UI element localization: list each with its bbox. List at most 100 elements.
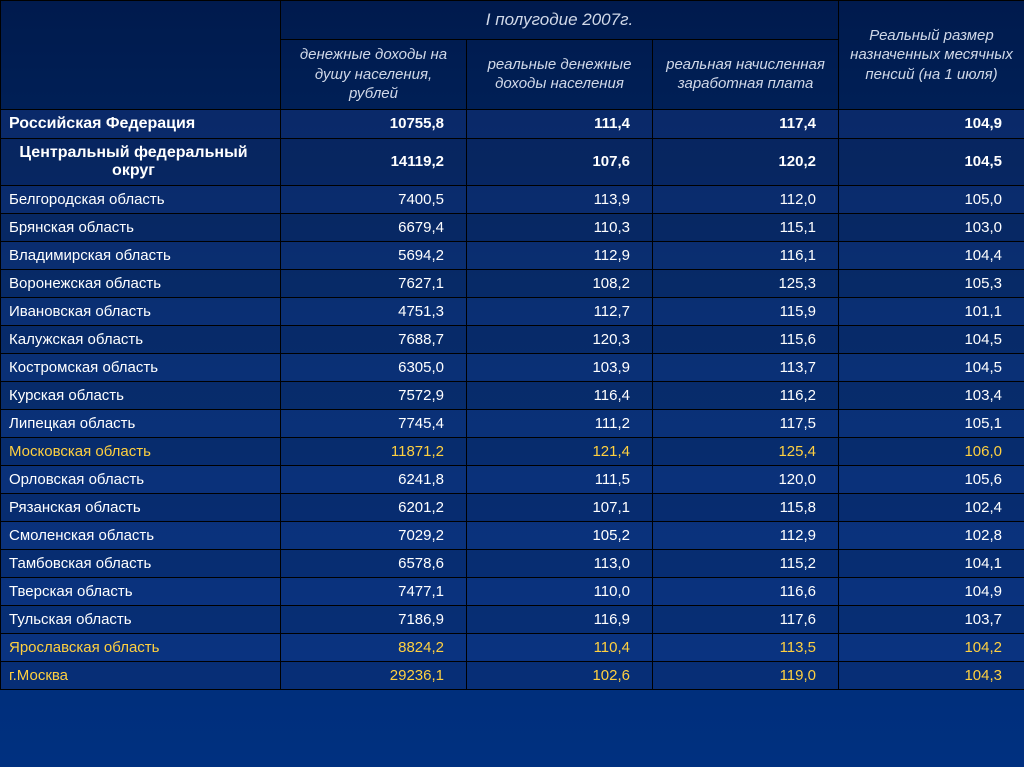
region-label: Московская область <box>1 437 281 465</box>
income-percapita: 14119,2 <box>281 138 467 185</box>
real-wage: 116,1 <box>653 241 839 269</box>
header-pension: Реальный размер назначенных месячных пен… <box>839 1 1024 110</box>
header-blank <box>1 1 281 110</box>
pension: 104,3 <box>839 661 1024 689</box>
real-wage: 120,2 <box>653 138 839 185</box>
real-wage: 125,4 <box>653 437 839 465</box>
pension: 104,9 <box>839 109 1024 138</box>
region-label: г.Москва <box>1 661 281 689</box>
real-wage: 116,6 <box>653 577 839 605</box>
real-income: 111,2 <box>467 409 653 437</box>
real-income: 111,5 <box>467 465 653 493</box>
income-percapita: 29236,1 <box>281 661 467 689</box>
pension: 102,4 <box>839 493 1024 521</box>
income-percapita: 6305,0 <box>281 353 467 381</box>
region-label: Брянская область <box>1 213 281 241</box>
region-label: Костромская область <box>1 353 281 381</box>
region-label: Тверская область <box>1 577 281 605</box>
pension: 105,1 <box>839 409 1024 437</box>
income-percapita: 6679,4 <box>281 213 467 241</box>
region-label: Липецкая область <box>1 409 281 437</box>
income-percapita: 11871,2 <box>281 437 467 465</box>
real-wage: 115,1 <box>653 213 839 241</box>
region-label: Курская область <box>1 381 281 409</box>
table-row: Смоленская область7029,2105,2112,9102,8 <box>1 521 1024 549</box>
table-row: Калужская область7688,7120,3115,6104,5 <box>1 325 1024 353</box>
header-real-wage: реальная начисленная заработная плата <box>653 40 839 110</box>
real-income: 110,4 <box>467 633 653 661</box>
real-income: 107,1 <box>467 493 653 521</box>
real-wage: 113,7 <box>653 353 839 381</box>
real-income: 110,3 <box>467 213 653 241</box>
table-row: Центральный федеральный округ14119,2107,… <box>1 138 1024 185</box>
real-income: 112,9 <box>467 241 653 269</box>
real-income: 113,0 <box>467 549 653 577</box>
region-label: Смоленская область <box>1 521 281 549</box>
region-label: Рязанская область <box>1 493 281 521</box>
region-label: Орловская область <box>1 465 281 493</box>
real-income: 120,3 <box>467 325 653 353</box>
real-wage: 115,2 <box>653 549 839 577</box>
income-percapita: 7627,1 <box>281 269 467 297</box>
income-percapita: 7572,9 <box>281 381 467 409</box>
real-wage: 113,5 <box>653 633 839 661</box>
real-wage: 119,0 <box>653 661 839 689</box>
real-wage: 117,4 <box>653 109 839 138</box>
table-body: Российская Федерация10755,8111,4117,4104… <box>1 109 1024 689</box>
pension: 103,7 <box>839 605 1024 633</box>
real-wage: 120,0 <box>653 465 839 493</box>
table-row: Ярославская область8824,2110,4113,5104,2 <box>1 633 1024 661</box>
pension: 104,5 <box>839 353 1024 381</box>
table-row: г.Москва29236,1102,6119,0104,3 <box>1 661 1024 689</box>
income-percapita: 6201,2 <box>281 493 467 521</box>
real-income: 103,9 <box>467 353 653 381</box>
region-label: Тульская область <box>1 605 281 633</box>
region-label: Воронежская область <box>1 269 281 297</box>
table-row: Владимирская область5694,2112,9116,1104,… <box>1 241 1024 269</box>
table-row: Курская область7572,9116,4116,2103,4 <box>1 381 1024 409</box>
income-percapita: 7186,9 <box>281 605 467 633</box>
region-label: Калужская область <box>1 325 281 353</box>
pension: 102,8 <box>839 521 1024 549</box>
real-wage: 112,9 <box>653 521 839 549</box>
real-income: 116,4 <box>467 381 653 409</box>
region-label: Белгородская область <box>1 185 281 213</box>
table-row: Тамбовская область6578,6113,0115,2104,1 <box>1 549 1024 577</box>
real-wage: 116,2 <box>653 381 839 409</box>
income-percapita: 6241,8 <box>281 465 467 493</box>
pension: 106,0 <box>839 437 1024 465</box>
income-percapita: 5694,2 <box>281 241 467 269</box>
region-label: Владимирская область <box>1 241 281 269</box>
table-row: Костромская область6305,0103,9113,7104,5 <box>1 353 1024 381</box>
pension: 104,5 <box>839 138 1024 185</box>
real-wage: 117,5 <box>653 409 839 437</box>
income-percapita: 7029,2 <box>281 521 467 549</box>
region-label: Тамбовская область <box>1 549 281 577</box>
table-row: Рязанская область6201,2107,1115,8102,4 <box>1 493 1024 521</box>
income-percapita: 6578,6 <box>281 549 467 577</box>
real-income: 111,4 <box>467 109 653 138</box>
region-label: Ярославская область <box>1 633 281 661</box>
table-row: Тульская область7186,9116,9117,6103,7 <box>1 605 1024 633</box>
real-income: 107,6 <box>467 138 653 185</box>
pension: 104,1 <box>839 549 1024 577</box>
pension: 103,0 <box>839 213 1024 241</box>
income-percapita: 10755,8 <box>281 109 467 138</box>
table-row: Белгородская область7400,5113,9112,0105,… <box>1 185 1024 213</box>
income-table: I полугодие 2007г. Реальный размер назна… <box>0 0 1024 690</box>
pension: 103,4 <box>839 381 1024 409</box>
pension: 104,2 <box>839 633 1024 661</box>
real-income: 102,6 <box>467 661 653 689</box>
real-wage: 125,3 <box>653 269 839 297</box>
table-row: Тверская область7477,1110,0116,6104,9 <box>1 577 1024 605</box>
real-income: 108,2 <box>467 269 653 297</box>
table-row: Воронежская область7627,1108,2125,3105,3 <box>1 269 1024 297</box>
real-income: 121,4 <box>467 437 653 465</box>
real-wage: 115,8 <box>653 493 839 521</box>
table-header: I полугодие 2007г. Реальный размер назна… <box>1 1 1024 110</box>
real-income: 110,0 <box>467 577 653 605</box>
real-wage: 117,6 <box>653 605 839 633</box>
pension: 104,4 <box>839 241 1024 269</box>
pension: 105,3 <box>839 269 1024 297</box>
income-percapita: 8824,2 <box>281 633 467 661</box>
